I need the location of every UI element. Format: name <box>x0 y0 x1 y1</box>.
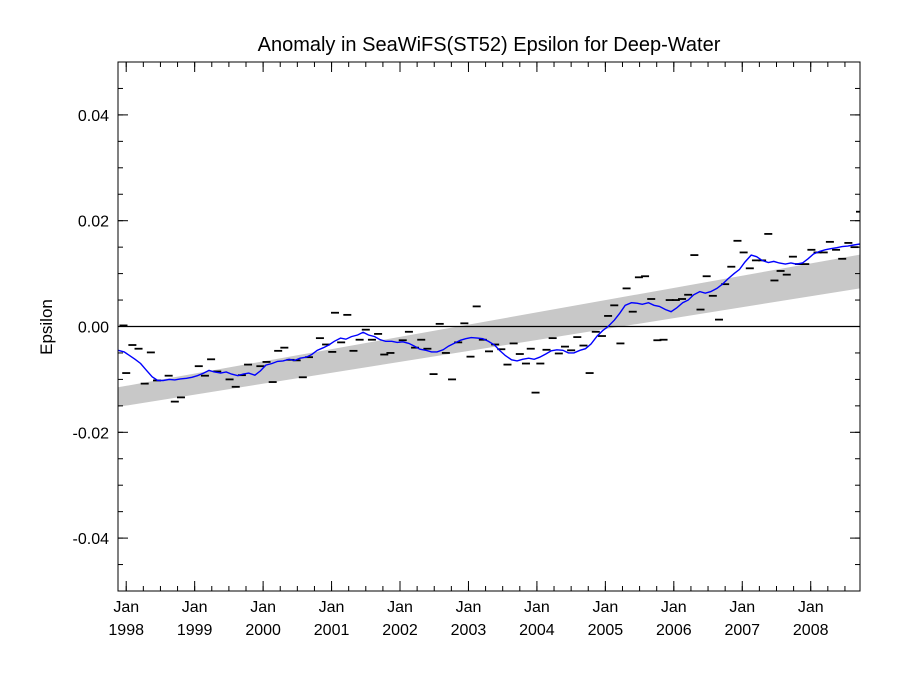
y-tick-label: 0.00 <box>78 320 109 337</box>
y-tick-label: -0.02 <box>73 425 110 442</box>
x-tick-year-label: 1998 <box>108 622 144 639</box>
x-tick-year-label: 2007 <box>724 622 760 639</box>
x-tick-year-label: 2008 <box>793 622 829 639</box>
x-tick-year-label: 1999 <box>177 622 213 639</box>
x-tick-year-label: 2004 <box>519 622 555 639</box>
x-tick-month-label: Jan <box>113 599 139 616</box>
y-axis-label: Epsilon <box>37 299 56 355</box>
x-tick-month-label: Jan <box>661 599 687 616</box>
x-tick-month-label: Jan <box>592 599 618 616</box>
x-tick-month-label: Jan <box>524 599 550 616</box>
chart-title: Anomaly in SeaWiFS(ST52) Epsilon for Dee… <box>258 34 721 56</box>
y-tick-label: 0.02 <box>78 214 109 231</box>
x-tick-year-label: 2002 <box>382 622 418 639</box>
x-tick-month-label: Jan <box>182 599 208 616</box>
x-tick-month-label: Jan <box>729 599 755 616</box>
x-tick-year-label: 2006 <box>656 622 692 639</box>
smoothed-line <box>118 243 860 382</box>
x-tick-month-label: Jan <box>387 599 413 616</box>
x-tick-year-label: 2003 <box>451 622 487 639</box>
x-tick-month-label: Jan <box>319 599 345 616</box>
y-tick-label: 0.04 <box>78 108 109 125</box>
y-tick-label: -0.04 <box>73 531 110 548</box>
x-tick-year-label: 2001 <box>314 622 350 639</box>
x-tick-month-label: Jan <box>456 599 482 616</box>
trend-band <box>118 254 860 407</box>
plot-area: -0.04 -0.02 0.00 0.02 0.04 Jan 1998 Jan 1999 Jan 2… <box>73 61 861 639</box>
x-tick-year-label: 2000 <box>245 622 281 639</box>
x-tick-year-label: 2005 <box>588 622 624 639</box>
x-tick-month-label: Jan <box>798 599 824 616</box>
x-tick-month-label: Jan <box>250 599 276 616</box>
